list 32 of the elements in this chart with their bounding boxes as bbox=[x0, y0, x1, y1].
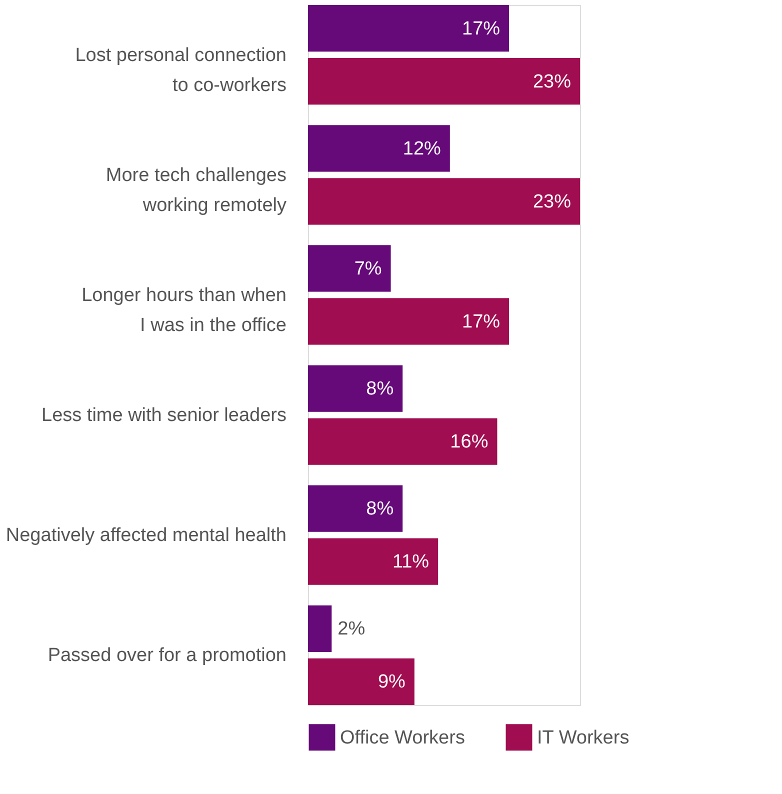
data-label: 11% bbox=[392, 552, 430, 573]
bar bbox=[308, 365, 403, 412]
bar bbox=[308, 125, 450, 172]
data-label: 23% bbox=[532, 71, 572, 92]
data-label: 16% bbox=[450, 432, 488, 453]
data-label: 9% bbox=[378, 672, 406, 693]
data-label: 7% bbox=[354, 258, 382, 280]
y-tick-label: More tech challenges working remotely bbox=[106, 164, 287, 216]
bar bbox=[308, 5, 510, 52]
data-label: 2% bbox=[338, 618, 366, 640]
bar bbox=[308, 658, 414, 705]
data-label: 8% bbox=[366, 378, 394, 400]
legend-label: IT Workers bbox=[537, 727, 630, 748]
bar bbox=[308, 538, 438, 585]
bar bbox=[308, 418, 498, 465]
bar bbox=[308, 245, 391, 292]
data-label: 23% bbox=[532, 191, 572, 212]
data-label: 8% bbox=[366, 498, 394, 520]
y-tick-label: Negatively affected mental health bbox=[6, 525, 286, 546]
y-tick-label: Lost personal connection to co-workers bbox=[75, 44, 286, 96]
data-label: 17% bbox=[462, 18, 500, 40]
bar bbox=[308, 58, 580, 105]
y-tick-label: Longer hours than when I was in the office bbox=[82, 284, 286, 336]
bar bbox=[308, 485, 403, 532]
y-tick-label: Passed over for a promotion bbox=[48, 645, 286, 666]
y-tick-label: Less time with senior leaders bbox=[42, 405, 286, 426]
data-label: 12% bbox=[402, 138, 442, 160]
legend-label: Office Workers bbox=[340, 727, 465, 748]
bar bbox=[308, 298, 510, 345]
bar bbox=[308, 178, 580, 225]
data-label: 17% bbox=[462, 311, 500, 332]
bar bbox=[308, 605, 332, 652]
